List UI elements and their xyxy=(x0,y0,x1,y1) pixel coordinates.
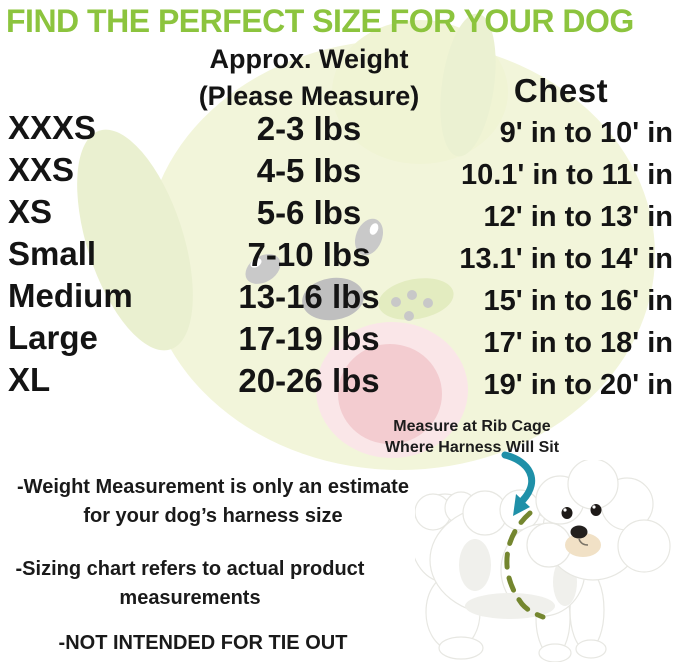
chest-value: 19' in to 20' in xyxy=(483,369,673,401)
table-row: Medium 13-16 lbs 15' in to 16' in xyxy=(0,277,679,319)
table-row: Large 17-19 lbs 17' in to 18' in xyxy=(0,319,679,361)
watermark-paw-pad xyxy=(378,278,454,320)
dog-eye-highlight xyxy=(563,508,567,512)
note-line: -Weight Measurement is only an estimate xyxy=(17,476,409,498)
weight-value: 5-6 lbs xyxy=(256,194,362,231)
dog-ear xyxy=(617,519,671,573)
dog-nose xyxy=(570,525,588,539)
page-title: FIND THE PERFECT SIZE FOR YOUR DOG xyxy=(6,3,634,39)
size-label: Large xyxy=(8,319,98,356)
watermark-tongue xyxy=(338,344,442,444)
size-label: XXS xyxy=(8,151,75,188)
table-row: XXXS 2-3 lbs 9' in to 10' in xyxy=(0,109,679,151)
chest-value: 12' in to 13' in xyxy=(483,201,673,233)
table-row: XS 5-6 lbs 12' in to 13' in xyxy=(0,193,679,235)
chest-value: 10.1' in to 11' in xyxy=(460,159,673,191)
dog-eye xyxy=(590,504,602,516)
size-label: Medium xyxy=(8,277,133,314)
chest-column-header: Chest xyxy=(513,72,609,109)
callout-line2: Where Harness Will Sit xyxy=(384,439,560,456)
weight-value: 4-5 lbs xyxy=(256,152,362,189)
watermark-face-blob xyxy=(145,40,655,470)
dog-head-puff xyxy=(567,460,619,510)
dog-front-paw xyxy=(575,639,607,659)
dog-front-paw xyxy=(538,643,572,662)
size-label: XXXS xyxy=(8,109,97,146)
watermark-eye-highlight xyxy=(250,258,262,268)
size-label: XS xyxy=(8,193,53,230)
white-fluffy-dog-illustration xyxy=(415,460,671,662)
weight-value: 7-10 lbs xyxy=(247,236,371,273)
weight-column-header: Approx. Weight (Please Measure) xyxy=(175,41,443,115)
dog-muzzle xyxy=(565,533,601,557)
chest-value: 9' in to 10' in xyxy=(499,117,673,149)
note-line: measurements xyxy=(119,587,261,609)
note-weight-disclaimer: -Weight Measurement is only an estimate … xyxy=(0,473,426,531)
watermark-arm-left xyxy=(77,129,193,351)
table-row: XXS 4-5 lbs 10.1' in to 11' in xyxy=(0,151,679,193)
weight-header-line2: (Please Measure) xyxy=(198,81,420,111)
dog-eye-highlight xyxy=(592,505,596,509)
dog-rear-paw xyxy=(438,636,484,660)
note-tie-out-warning: -NOT INTENDED FOR TIE OUT xyxy=(58,632,348,654)
weight-value: 13-16 lbs xyxy=(238,278,380,315)
table-row: Small 7-10 lbs 13.1' in to 14' in xyxy=(0,235,679,277)
callout-line1: Measure at Rib Cage xyxy=(393,418,551,435)
dog-shading xyxy=(459,539,491,591)
dog-shading xyxy=(465,593,555,619)
chest-value: 17' in to 18' in xyxy=(483,327,673,359)
watermark-arm-right xyxy=(440,13,496,157)
measure-callout: Measure at Rib Cage Where Harness Will S… xyxy=(358,416,586,458)
watermark-nose xyxy=(302,277,364,321)
dog-eye xyxy=(561,507,573,519)
dog-ear xyxy=(526,522,572,568)
note-sizing-disclaimer: -Sizing chart refers to actual product m… xyxy=(0,555,380,613)
watermark-paw-dot xyxy=(404,311,414,321)
size-label: Small xyxy=(8,235,97,272)
table-row: XL 20-26 lbs 19' in to 20' in xyxy=(0,361,679,403)
chest-value: 13.1' in to 14' in xyxy=(459,243,673,275)
chest-value: 15' in to 16' in xyxy=(483,285,673,317)
weight-value: 20-26 lbs xyxy=(238,362,380,399)
weight-header-line1: Approx. Weight xyxy=(209,44,409,74)
dog-back-puff xyxy=(499,489,541,531)
size-label: XL xyxy=(8,361,51,398)
dog-mouth xyxy=(578,538,589,546)
weight-value: 17-19 lbs xyxy=(238,320,380,357)
watermark-paw-dot xyxy=(423,298,433,308)
watermark-paw-dot xyxy=(391,297,401,307)
watermark-eye-highlight xyxy=(369,223,379,235)
watermark-paw-dot xyxy=(407,290,417,300)
weight-value: 2-3 lbs xyxy=(256,110,362,147)
note-line: for your dog’s harness size xyxy=(83,505,343,527)
note-line: -Sizing chart refers to actual product xyxy=(15,558,365,580)
